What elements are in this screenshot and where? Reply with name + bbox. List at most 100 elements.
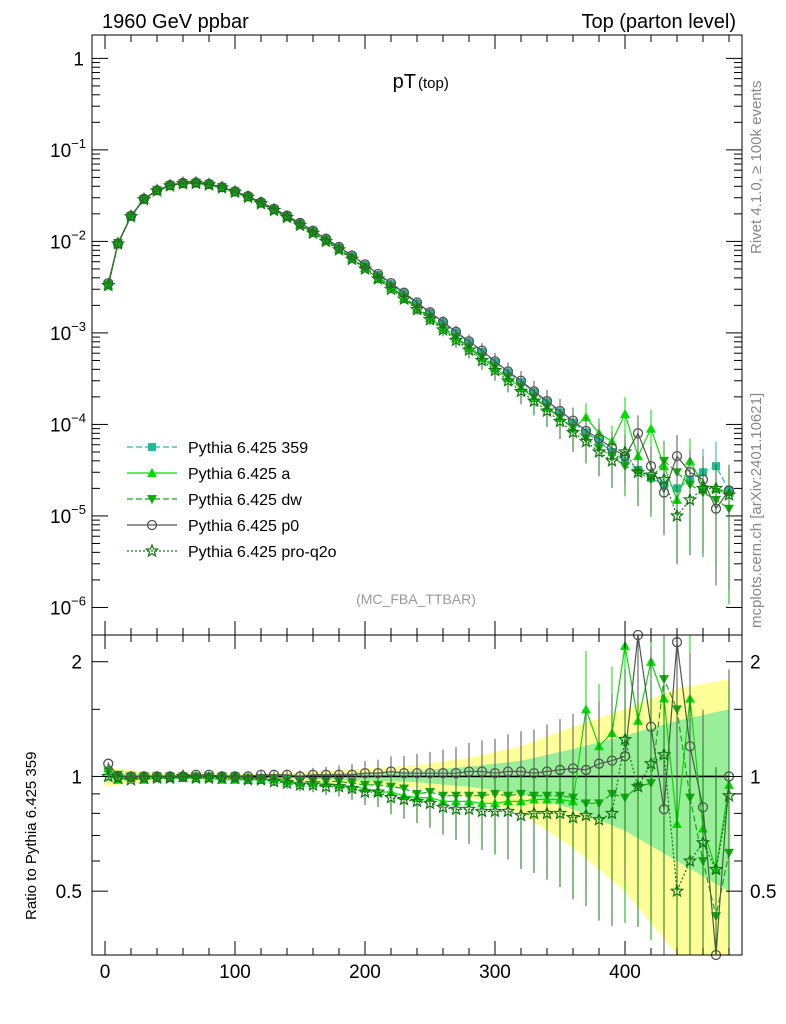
data-point xyxy=(305,225,321,240)
ratio-point xyxy=(411,768,423,779)
legend-entry: Pythia 6.425 p0 xyxy=(127,518,299,535)
ratio-point xyxy=(526,805,542,820)
ratio-point xyxy=(396,791,412,806)
data-point xyxy=(578,433,594,448)
data-point xyxy=(175,175,191,190)
ratio-point xyxy=(513,807,529,822)
y-tick-label: 10−4 xyxy=(50,410,86,436)
data-point xyxy=(240,189,256,204)
data-point xyxy=(646,423,656,433)
ratio-point xyxy=(578,807,594,822)
ratio-point xyxy=(110,770,126,785)
ratio-point xyxy=(448,801,464,816)
data-point xyxy=(721,487,737,502)
data-point xyxy=(344,251,360,266)
main-plot: 1 10−1 10−2 10−3 10−4 10−5 10−6 pT (top) (MC_F… xyxy=(50,34,743,636)
legend: Pythia 6.425 359 Pythia 6.425 a Pythia 6.4… xyxy=(127,440,337,561)
ratio-point xyxy=(331,779,347,793)
main-y-ticks: 1 10−1 10−2 10−3 10−4 10−5 10−6 xyxy=(50,35,742,635)
ratio-point xyxy=(279,775,295,790)
header-right: Top (parton level) xyxy=(581,11,736,33)
ratio-point xyxy=(539,805,555,820)
ratio-point xyxy=(372,768,384,779)
y-tick-label: 10−6 xyxy=(50,593,86,619)
header-left: 1960 GeV ppbar xyxy=(102,11,249,33)
ratio-point xyxy=(463,766,475,777)
ratio-point xyxy=(500,803,516,818)
ratio-point xyxy=(604,805,620,820)
ratio-point xyxy=(266,773,282,788)
ratio-y-tick-label: 0.5 xyxy=(56,882,82,903)
x-tick-label: 100 xyxy=(219,962,251,983)
ratio-point xyxy=(591,812,607,826)
data-point xyxy=(136,191,152,206)
ratio-point xyxy=(344,780,360,795)
ratio-point xyxy=(721,788,737,802)
plot-title-sub: (top) xyxy=(418,75,449,92)
ratio-series xyxy=(100,629,737,961)
ratio-point xyxy=(695,835,711,849)
data-point xyxy=(552,413,568,428)
ratio-plot: 0.5 0.5 1 1 2 2 0 100 200 300 400 Ratio to Pythia … xyxy=(23,629,776,983)
ratio-y-tick-label-right: 2 xyxy=(750,653,761,674)
data-point xyxy=(474,352,490,367)
legend-label: Pythia 6.425 a xyxy=(188,466,290,483)
data-point xyxy=(656,471,672,486)
data-point xyxy=(279,209,295,224)
ratio-point xyxy=(357,784,373,799)
ratio-point xyxy=(708,861,724,876)
data-point xyxy=(227,184,243,199)
data-point xyxy=(461,342,477,357)
data-point xyxy=(266,202,282,217)
ratio-point xyxy=(656,747,672,761)
data-point xyxy=(123,208,139,223)
ratio-point xyxy=(385,766,397,777)
data-point xyxy=(671,451,683,462)
y-tick-label: 10−2 xyxy=(50,227,86,253)
ratio-point xyxy=(253,772,269,786)
ratio-point xyxy=(175,768,191,783)
data-point xyxy=(682,492,698,507)
data-point xyxy=(604,453,620,468)
legend-entry: Pythia 6.425 dw xyxy=(127,492,302,509)
data-point xyxy=(331,242,347,256)
ratio-point xyxy=(100,768,116,783)
ratio-frame xyxy=(91,634,743,956)
data-point xyxy=(565,424,581,439)
data-point xyxy=(292,217,308,232)
data-point xyxy=(110,236,126,251)
series-pythia-6-425-pro-q2o xyxy=(100,175,737,591)
legend-label: Pythia 6.425 359 xyxy=(188,440,308,457)
data-point xyxy=(591,444,607,459)
ratio-point xyxy=(398,768,410,779)
ratio-point xyxy=(487,803,503,818)
data-point xyxy=(448,332,464,347)
ratio-point xyxy=(422,795,438,810)
legend-marker xyxy=(148,443,156,451)
data-point xyxy=(695,480,711,495)
legend-marker xyxy=(147,468,157,477)
ratio-point xyxy=(409,793,425,808)
data-point xyxy=(500,373,516,387)
data-point xyxy=(487,362,503,377)
ratio-point xyxy=(437,768,449,779)
legend-entry: Pythia 6.425 359 xyxy=(127,440,308,457)
data-point xyxy=(162,178,178,193)
data-point xyxy=(632,428,644,439)
ratio-point xyxy=(227,770,243,785)
y-tick-label: 1 xyxy=(73,49,84,70)
ratio-point xyxy=(435,799,451,814)
data-point xyxy=(149,183,165,198)
ratio-ticks: 0.5 0.5 1 1 2 2 0 100 200 300 400 xyxy=(56,635,776,983)
ratio-point xyxy=(476,766,488,777)
ratio-point xyxy=(240,772,256,786)
x-tick-label: 200 xyxy=(349,962,381,983)
data-point xyxy=(539,403,555,418)
ratio-point xyxy=(684,741,696,752)
y-tick-label: 10−5 xyxy=(50,502,86,528)
ratio-point xyxy=(581,704,591,714)
ratio-point xyxy=(565,809,581,824)
legend-marker xyxy=(146,519,158,531)
data-point xyxy=(357,261,373,276)
data-point xyxy=(100,277,116,292)
